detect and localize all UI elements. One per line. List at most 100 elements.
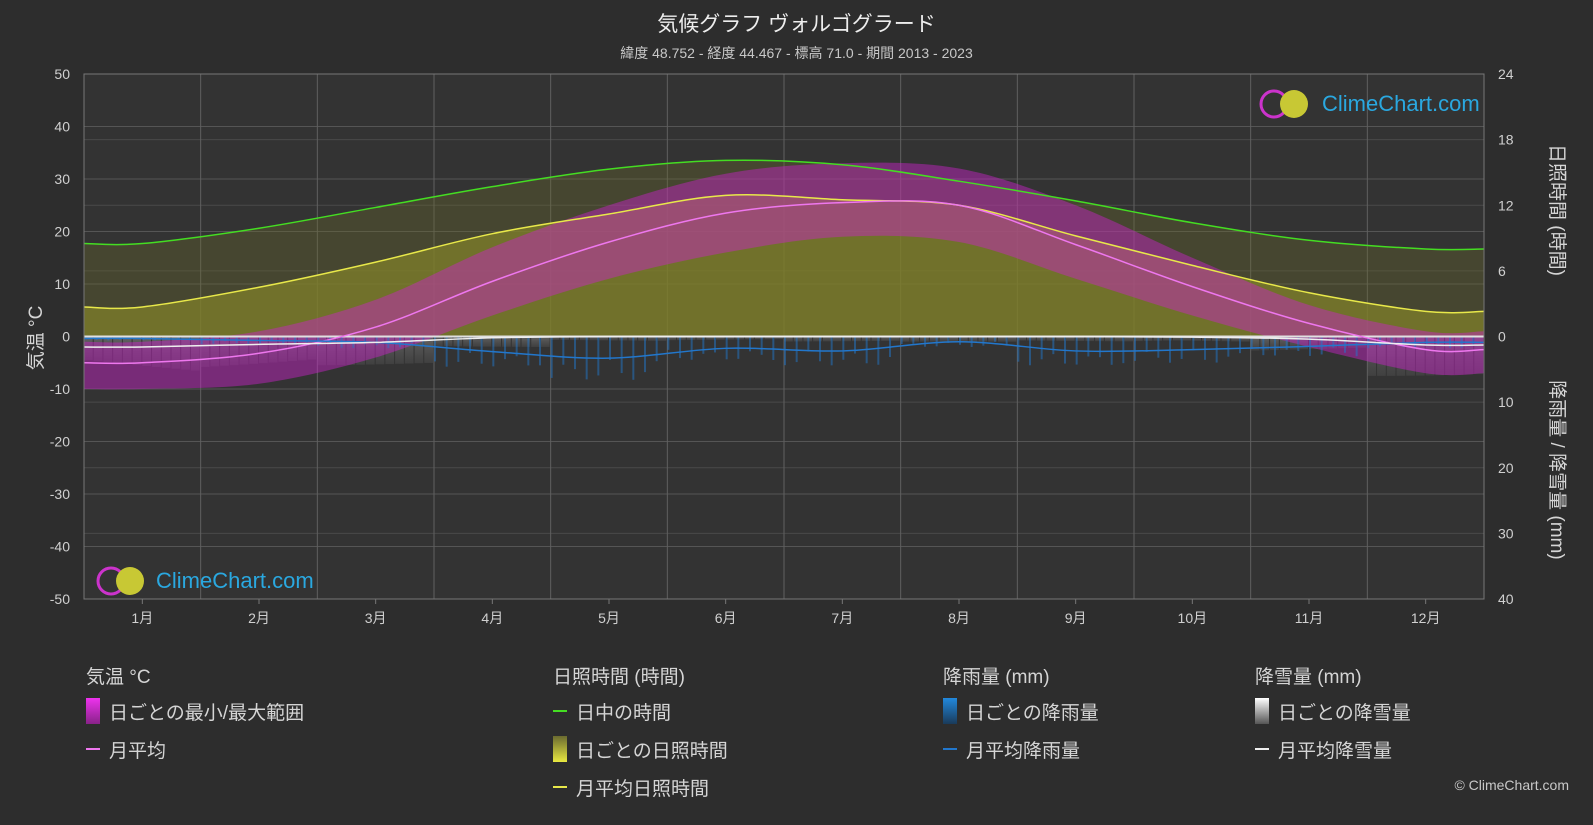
rain-bar — [597, 336, 600, 376]
rain-bar — [912, 336, 915, 344]
snow-bar — [424, 336, 433, 363]
snow-bar — [414, 336, 424, 364]
snow-bar — [1192, 336, 1202, 341]
rain-bar — [165, 336, 168, 340]
snow-bar — [1299, 336, 1308, 350]
rain-bar — [1239, 336, 1241, 354]
snow-bar — [764, 336, 774, 340]
snow-bar — [540, 336, 550, 347]
x-tick-label: 9月 — [1065, 610, 1087, 626]
rain-bar — [1274, 336, 1276, 356]
snow-bar — [1474, 336, 1483, 375]
rain-bar — [620, 336, 623, 374]
legend-item-snow-avg: 月平均降雪量 — [1255, 738, 1411, 762]
left-axis-label: 気温 °C — [25, 306, 47, 371]
snow-bar — [1065, 336, 1075, 341]
sunshine-area — [84, 194, 1484, 337]
logo-bottom: ClimeChart.com — [96, 565, 314, 597]
snow-bar — [832, 336, 842, 342]
snow-bar — [404, 336, 414, 364]
rain-bar — [375, 336, 378, 346]
rain-bar — [364, 336, 366, 345]
snow-bar — [793, 336, 803, 342]
snow-bar — [900, 336, 910, 342]
logo-top: ClimeChart.com — [1258, 88, 1480, 120]
snow-bar — [1347, 336, 1357, 348]
snow-bar — [1007, 336, 1017, 342]
plot-frame — [83, 73, 1485, 600]
snow-bar — [997, 336, 1007, 342]
rain-bar — [1332, 336, 1335, 348]
snow-bar — [910, 336, 920, 342]
x-tick-label: 10月 — [1178, 610, 1208, 626]
rain-bar — [1134, 336, 1136, 361]
snow-bar — [365, 336, 375, 365]
climate-chart: 50 40 30 20 10 0 -10 -20 -30 -40 -50 24 18 12 6 0 10 20 30… — [25, 66, 1568, 626]
rain-bar — [527, 336, 530, 366]
snow-bar — [317, 336, 327, 366]
snow-bar — [1289, 336, 1299, 350]
snow-bar — [190, 336, 200, 371]
snow-bar — [1017, 336, 1027, 341]
snow-bar — [531, 336, 540, 347]
legend-item-rain-avg: 月平均降雨量 — [943, 738, 1099, 762]
rain-bar — [305, 336, 308, 343]
y-left-tick-label: -40 — [50, 539, 70, 555]
snow-bar — [638, 336, 647, 341]
snow-bar — [395, 336, 404, 364]
snow-bar — [1338, 336, 1347, 349]
snow-bar — [1250, 336, 1260, 351]
rain-bar — [1192, 336, 1195, 351]
snow-bar — [521, 336, 531, 347]
rain-bar — [434, 336, 436, 362]
x-tick-label: 6月 — [715, 610, 737, 626]
copyright: © ClimeChart.com — [1454, 777, 1569, 793]
right-axis-bottom-label: 降雨量 / 降雪量 (mm) — [1546, 380, 1568, 559]
legend-rain: 降雨量 (mm) 日ごとの降雨量 月平均降雨量 — [943, 662, 1099, 776]
rain-bar — [1145, 336, 1148, 352]
snow-bar — [1415, 336, 1425, 376]
y-left-tick-label: 0 — [62, 329, 70, 345]
snow-bar — [1056, 336, 1065, 341]
legend-label: 月平均降雨量 — [966, 740, 1081, 762]
rain-bar — [784, 336, 786, 366]
rain-bar — [1355, 336, 1358, 357]
y-right-hours-tick-label: 6 — [1498, 263, 1506, 279]
temp-range-band — [84, 162, 1484, 390]
rain-bar — [1437, 336, 1440, 345]
legend-label: 日ごとの降雨量 — [966, 702, 1099, 724]
snow-bar — [122, 336, 132, 365]
x-tick-label: 4月 — [481, 610, 503, 626]
legend-label: 月平均降雪量 — [1278, 740, 1393, 762]
snow-bar — [171, 336, 181, 369]
legend-item-daily-snow: 日ごとの降雪量 — [1255, 698, 1411, 724]
sunshine-swatch — [553, 736, 567, 762]
snow-bar — [754, 336, 764, 340]
y-right-mm-tick-label: 40 — [1498, 591, 1514, 607]
snow-bar — [249, 336, 258, 364]
logo-text: ClimeChart.com — [156, 568, 314, 593]
legend-item-daylight: 日中の時間 — [553, 700, 728, 724]
rain-bar — [959, 336, 961, 345]
snow-bar — [959, 336, 968, 342]
legend-item-daily-rain: 日ごとの降雨量 — [943, 698, 1099, 724]
daylight-swatch — [553, 710, 567, 712]
snow-bar — [1143, 336, 1153, 341]
snow-swatch — [1255, 698, 1269, 724]
rain-bar — [224, 336, 226, 342]
snow-bar — [647, 336, 657, 341]
rain-bar — [445, 336, 448, 367]
snow-bar — [210, 336, 220, 367]
rain-bar — [550, 336, 553, 378]
snow-bar — [949, 336, 958, 342]
snow-bar — [939, 336, 949, 342]
snow-bar — [492, 336, 502, 347]
x-tick-label: 3月 — [365, 610, 387, 626]
y-right-mm-tick-label: 30 — [1498, 525, 1514, 541]
snow-bar — [84, 336, 93, 361]
chart-title: 気候グラフ ヴォルゴグラード — [657, 13, 936, 36]
snow-bar — [774, 336, 783, 340]
rain-swatch — [943, 698, 957, 724]
snow-bar — [375, 336, 385, 365]
snow-bar — [1075, 336, 1085, 342]
